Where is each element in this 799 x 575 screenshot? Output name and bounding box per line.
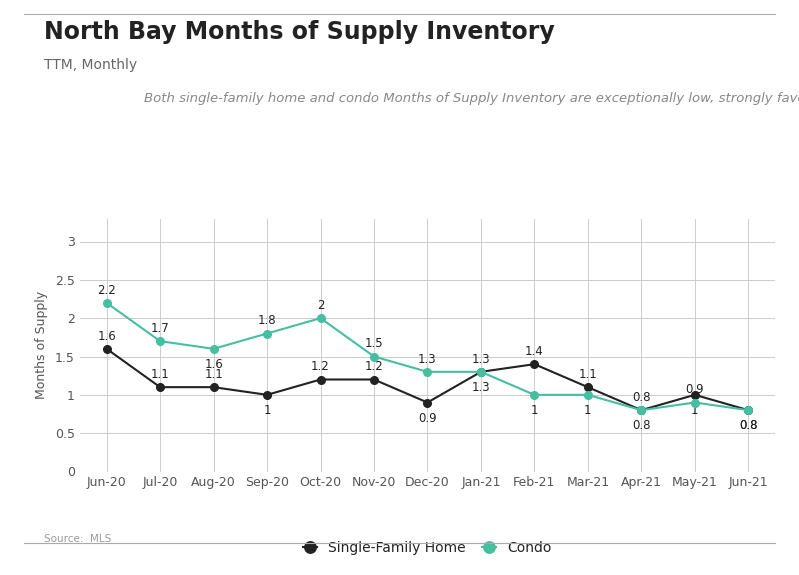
Condo — [583, 392, 593, 398]
Text: 2: 2 — [316, 299, 324, 312]
Single-Family Home — [476, 369, 486, 375]
Text: 1.1: 1.1 — [578, 368, 598, 381]
Condo — [690, 399, 700, 406]
Condo — [209, 346, 218, 352]
Single-Family Home — [316, 376, 325, 383]
Text: 1.7: 1.7 — [151, 322, 169, 335]
Line: Condo: Condo — [103, 299, 752, 414]
Condo — [101, 300, 111, 306]
Text: Both single-family home and condo Months of Supply Inventory are exceptionally l: Both single-family home and condo Months… — [144, 92, 799, 105]
Single-Family Home — [530, 361, 539, 367]
Text: 1: 1 — [691, 404, 698, 417]
Text: 1.3: 1.3 — [418, 352, 437, 366]
Condo — [530, 392, 539, 398]
Text: 1.3: 1.3 — [471, 381, 491, 394]
Text: 1.5: 1.5 — [364, 338, 384, 350]
Text: 2.2: 2.2 — [97, 283, 116, 297]
Text: 1.6: 1.6 — [97, 329, 116, 343]
Y-axis label: Months of Supply: Months of Supply — [35, 291, 48, 399]
Text: 1.1: 1.1 — [151, 368, 169, 381]
Text: 1.3: 1.3 — [471, 352, 491, 366]
Text: 1.2: 1.2 — [311, 361, 330, 373]
Single-Family Home — [155, 384, 165, 390]
Text: 1: 1 — [531, 404, 539, 417]
Condo — [744, 407, 753, 413]
Single-Family Home — [744, 407, 753, 413]
Text: 1: 1 — [584, 404, 591, 417]
Line: Single-Family Home: Single-Family Home — [103, 345, 752, 414]
Single-Family Home — [209, 384, 218, 390]
Condo — [423, 369, 432, 375]
Condo — [637, 407, 646, 413]
Text: 1.2: 1.2 — [364, 361, 384, 373]
Text: 1.1: 1.1 — [205, 368, 223, 381]
Text: 1: 1 — [264, 404, 271, 417]
Text: 0.8: 0.8 — [632, 391, 650, 404]
Text: North Bay Months of Supply Inventory: North Bay Months of Supply Inventory — [44, 20, 555, 44]
Legend: Single-Family Home, Condo: Single-Family Home, Condo — [297, 535, 558, 561]
Text: 0.9: 0.9 — [418, 412, 437, 425]
Single-Family Home — [101, 346, 111, 352]
Text: 0.8: 0.8 — [739, 419, 757, 432]
Text: 0.8: 0.8 — [739, 419, 757, 432]
Text: 1.8: 1.8 — [258, 315, 276, 327]
Condo — [369, 353, 379, 360]
Text: 0.8: 0.8 — [632, 419, 650, 432]
Text: Source:  MLS: Source: MLS — [44, 534, 111, 543]
Condo — [316, 315, 325, 321]
Single-Family Home — [369, 376, 379, 383]
Single-Family Home — [262, 392, 272, 398]
Condo — [476, 369, 486, 375]
Condo — [155, 338, 165, 344]
Single-Family Home — [583, 384, 593, 390]
Text: 1.4: 1.4 — [525, 345, 544, 358]
Single-Family Home — [690, 392, 700, 398]
Single-Family Home — [637, 407, 646, 413]
Text: TTM, Monthly: TTM, Monthly — [44, 58, 137, 71]
Text: 0.9: 0.9 — [686, 384, 704, 396]
Text: 1.6: 1.6 — [205, 358, 223, 371]
Condo — [262, 330, 272, 337]
Single-Family Home — [423, 399, 432, 406]
